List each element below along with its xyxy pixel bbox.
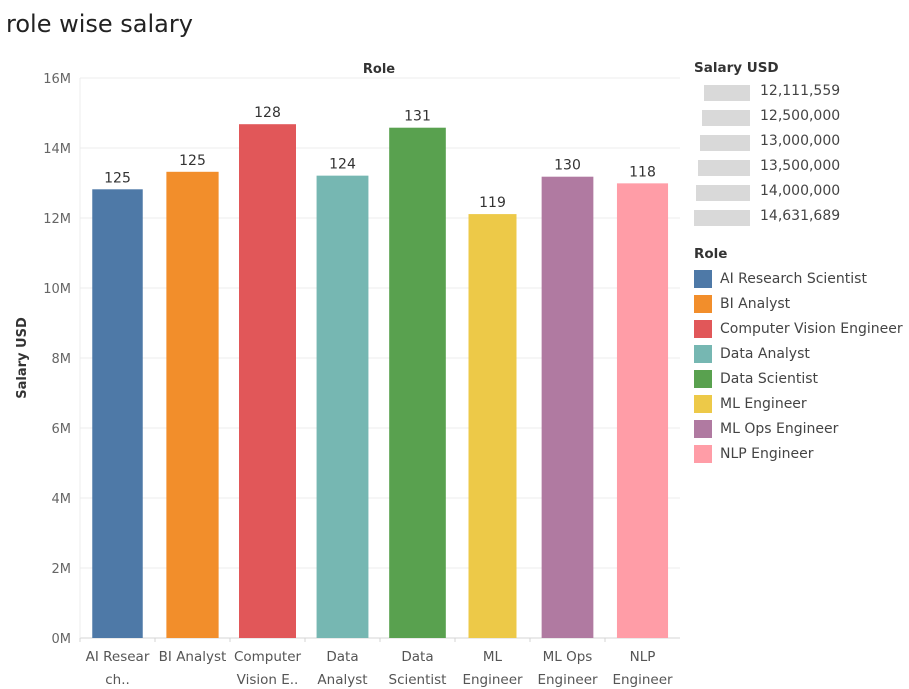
bars [92, 124, 669, 639]
size-legend-label: 14,000,000 [760, 183, 841, 199]
size-legend-item[interactable]: 12,500,000 [694, 105, 840, 130]
size-legend: Salary USD 12,111,559 12,500,000 13,000,00… [694, 60, 840, 230]
data-label: 118 [629, 164, 656, 180]
color-swatch [694, 319, 712, 338]
size-legend-label: 14,631,689 [760, 208, 841, 224]
role-legend-title: Role [694, 246, 728, 262]
size-swatch [702, 110, 750, 126]
role-legend-label: Data Analyst [720, 345, 810, 362]
bar-chart: 125 125 128 124 131 119 130 118 0M 2M 4M 6M 8M 10M 12… [15, 62, 680, 688]
y-tick-label: 12M [43, 212, 71, 227]
size-legend-item[interactable]: 13,500,000 [694, 155, 840, 180]
role-legend-label: ML Engineer [720, 395, 807, 412]
role-legend-label: Data Scientist [720, 370, 818, 387]
data-labels: 125 125 128 124 131 119 130 118 [104, 105, 656, 211]
y-axis-ticks: 0M 2M 4M 6M 8M 10M 12M 14M 16M [43, 72, 71, 647]
size-legend-items: 12,111,559 12,500,000 13,000,000 13,500,000… [694, 80, 840, 230]
y-tick-label: 16M [43, 72, 71, 87]
size-legend-item[interactable]: 14,631,689 [694, 205, 840, 230]
bar[interactable] [389, 127, 446, 638]
bar[interactable] [92, 189, 143, 639]
x-tick-label: Analyst [317, 672, 367, 688]
role-legend-item[interactable]: BI Analyst [694, 291, 903, 316]
role-legend-item[interactable]: Computer Vision Engineer [694, 316, 903, 341]
y-tick-label: 0M [52, 632, 72, 647]
data-label: 125 [179, 153, 206, 169]
column-header: Role [363, 62, 395, 77]
x-tick-label: NLP [630, 649, 656, 665]
role-legend-item[interactable]: ML Ops Engineer [694, 416, 903, 441]
color-swatch [694, 394, 712, 413]
color-swatch [694, 369, 712, 388]
x-tick-label: Data [401, 649, 433, 665]
role-legend: Role AI Research Scientist BI Analyst Comp… [694, 246, 903, 466]
x-tick-label: Engineer [537, 672, 598, 688]
size-legend-item[interactable]: 13,000,000 [694, 130, 840, 155]
size-swatch [694, 210, 750, 226]
y-tick-label: 10M [43, 282, 71, 297]
role-legend-item[interactable]: AI Research Scientist [694, 266, 903, 291]
bar[interactable] [316, 175, 369, 638]
y-tick-label: 8M [52, 352, 72, 367]
color-swatch [694, 419, 712, 438]
y-tick-label: 6M [52, 422, 72, 437]
data-label: 119 [479, 195, 506, 211]
y-tick-label: 2M [52, 562, 72, 577]
size-legend-label: 12,111,559 [760, 83, 841, 99]
role-legend-label: NLP Engineer [720, 445, 814, 462]
x-axis-ticks: AI Resear ch.. BI Analyst Computer Vision E.… [79, 638, 673, 688]
role-legend-label: ML Ops Engineer [720, 420, 839, 437]
size-swatch [700, 135, 750, 151]
data-label: 125 [104, 170, 131, 186]
color-swatch [694, 269, 712, 288]
role-legend-item[interactable]: Data Analyst [694, 341, 903, 366]
x-tick-label: AI Resear [86, 649, 150, 665]
x-tick-label: Engineer [612, 672, 673, 688]
x-tick-label: Scientist [389, 672, 447, 688]
chart-title: role wise salary [6, 10, 193, 38]
size-legend-label: 12,500,000 [760, 108, 841, 124]
y-tick-label: 14M [43, 142, 71, 157]
size-legend-title: Salary USD [694, 60, 779, 76]
role-legend-label: AI Research Scientist [720, 270, 867, 287]
role-legend-items: AI Research Scientist BI Analyst Computer … [694, 266, 903, 466]
bar[interactable] [166, 171, 219, 639]
x-tick-label: Vision E.. [237, 672, 299, 688]
x-tick-label: Data [326, 649, 358, 665]
bar[interactable] [468, 214, 517, 638]
size-swatch [698, 160, 750, 176]
y-tick-label: 4M [52, 492, 72, 507]
color-swatch [694, 444, 712, 463]
size-legend-item[interactable]: 12,111,559 [694, 80, 840, 105]
role-legend-item[interactable]: NLP Engineer [694, 441, 903, 466]
size-swatch [696, 185, 750, 201]
bar[interactable] [541, 176, 594, 638]
role-legend-item[interactable]: ML Engineer [694, 391, 903, 416]
data-label: 128 [254, 105, 281, 121]
bar[interactable] [616, 183, 669, 638]
size-legend-label: 13,500,000 [760, 158, 841, 174]
role-legend-item[interactable]: Data Scientist [694, 366, 903, 391]
y-axis-title: Salary USD [15, 317, 30, 399]
x-tick-label: Computer [234, 649, 302, 665]
data-label: 124 [329, 157, 356, 173]
data-label: 130 [554, 158, 581, 174]
role-legend-label: BI Analyst [720, 295, 791, 312]
x-tick-label: ML [483, 649, 503, 665]
x-tick-label: BI Analyst [159, 649, 227, 665]
size-swatch [704, 85, 750, 101]
role-legend-label: Computer Vision Engineer [720, 320, 903, 337]
x-tick-label: ML Ops [543, 649, 593, 665]
color-swatch [694, 344, 712, 363]
x-tick-label: ch.. [105, 672, 130, 688]
bar[interactable] [239, 124, 296, 638]
size-legend-label: 13,000,000 [760, 133, 841, 149]
color-swatch [694, 294, 712, 313]
data-label: 131 [404, 109, 431, 125]
x-tick-label: Engineer [462, 672, 523, 688]
size-legend-item[interactable]: 14,000,000 [694, 180, 840, 205]
